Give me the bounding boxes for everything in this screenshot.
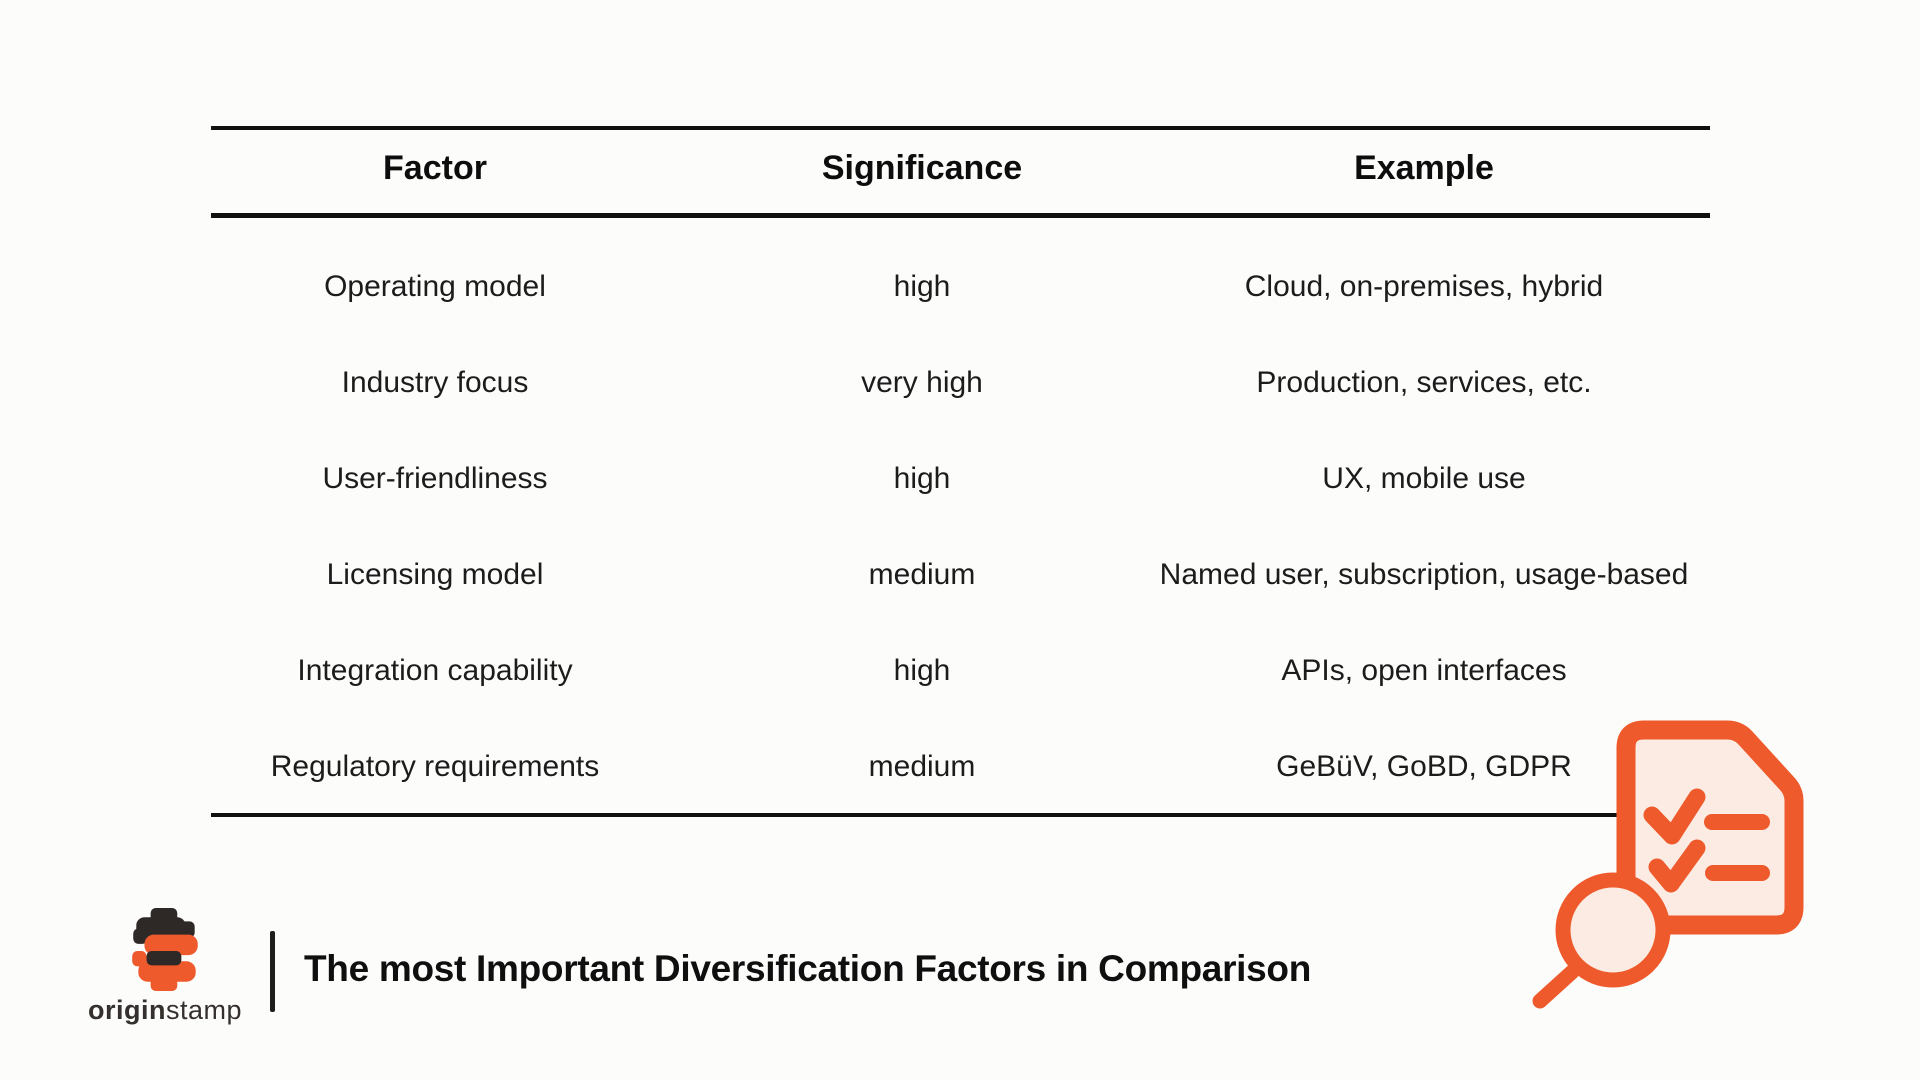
table-row: User-friendliness high UX, mobile use — [0, 431, 1920, 527]
table-row: Regulatory requirements medium GeBüV, Go… — [0, 719, 1920, 815]
table-header-rule — [211, 213, 1710, 218]
checkmark-icon — [1643, 788, 1706, 845]
document-icon — [1616, 720, 1804, 935]
cell-example: Named user, subscription, usage-based — [1159, 558, 1689, 591]
cell-example: UX, mobile use — [1322, 462, 1526, 495]
table-row: Licensing model medium Named user, subsc… — [0, 527, 1920, 623]
originstamp-logo-icon — [132, 908, 198, 991]
magnifier-icon — [1532, 872, 1671, 1009]
header-significance: Significance — [821, 148, 1023, 187]
table-bottom-rule — [211, 813, 1710, 817]
cell-factor: Industry focus — [341, 366, 529, 399]
cell-factor: User-friendliness — [322, 462, 548, 495]
table-row: Industry focus very high Production, ser… — [0, 335, 1920, 431]
cell-example: GeBüV, GoBD, GDPR — [1276, 750, 1572, 783]
originstamp-wordmark: originstamp — [55, 995, 275, 1026]
checkmark-icon — [1648, 839, 1706, 893]
header-example: Example — [1354, 148, 1494, 187]
table-header-row: Factor Significance Example — [0, 126, 1920, 210]
brand-light-part: stamp — [165, 995, 243, 1025]
logo-s-glyph — [132, 908, 198, 991]
cell-significance: medium — [868, 558, 976, 591]
table-top-rule — [211, 126, 1710, 130]
cell-significance: high — [893, 462, 951, 495]
cell-factor: Integration capability — [297, 654, 573, 687]
cell-significance: very high — [861, 366, 983, 399]
cell-significance: high — [893, 654, 951, 687]
cell-factor: Operating model — [324, 270, 546, 303]
cell-example: Production, services, etc. — [1256, 366, 1592, 399]
magnifier-lens — [1555, 872, 1671, 988]
cell-significance: medium — [868, 750, 976, 783]
cell-factor: Licensing model — [326, 558, 544, 591]
document-checklist-magnifier-icon — [1532, 720, 1804, 1009]
page-title: The most Important Diversification Facto… — [304, 948, 1312, 989]
table-row: Operating model high Cloud, on-premises,… — [0, 239, 1920, 335]
brand-bold-part: origin — [87, 995, 166, 1025]
cell-example: APIs, open interfaces — [1281, 654, 1567, 687]
magnifier-handle — [1532, 964, 1580, 1009]
table-row: Integration capability high APIs, open i… — [0, 623, 1920, 719]
cell-significance: high — [893, 270, 951, 303]
cell-factor: Regulatory requirements — [270, 750, 600, 783]
footer-divider — [270, 931, 275, 1012]
header-factor: Factor — [383, 148, 487, 187]
cell-example: Cloud, on-premises, hybrid — [1244, 270, 1604, 303]
